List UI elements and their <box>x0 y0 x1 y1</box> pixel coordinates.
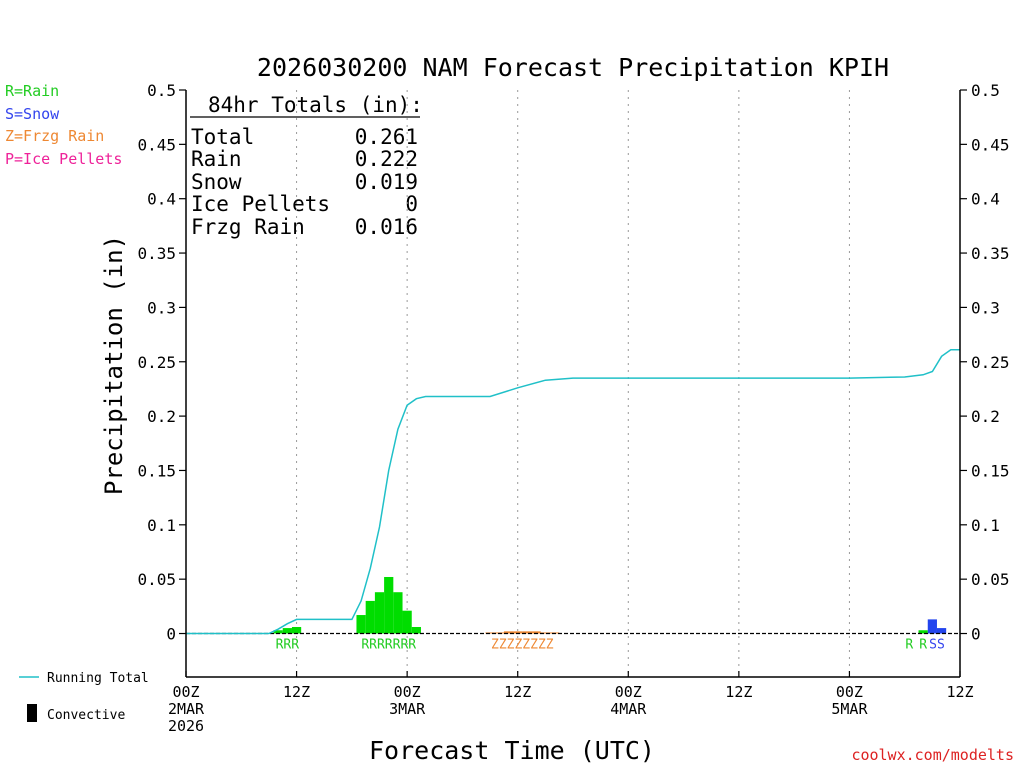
precip-bar-frzg-rain <box>503 631 514 634</box>
type-label: SS <box>929 638 945 653</box>
y-tick-label-left: 0.2 <box>147 407 176 426</box>
credit-text: coolwx.com/modelts <box>851 746 1014 764</box>
x-tick-label: 00Z <box>836 683 863 701</box>
y-tick-label-right: 0 <box>971 625 981 644</box>
type-label: ZZZZZZZZ <box>491 638 554 653</box>
convective-legend-label: Convective <box>47 708 125 723</box>
y-tick-label-left: 0.1 <box>147 516 176 535</box>
x-tick-label: 3MAR <box>389 700 426 718</box>
legend-rain: R=Rain <box>5 82 59 100</box>
totals-value-total: 0.261 <box>355 125 418 149</box>
x-tick-label: 12Z <box>946 683 973 701</box>
type-label: RRR <box>276 638 300 653</box>
precip-bar-rain <box>374 592 385 634</box>
precip-bar-rain <box>273 630 283 634</box>
precip-bar-rain <box>402 610 412 634</box>
legend-ice-pellets: P=Ice Pellets <box>5 150 122 168</box>
totals-value-ice-pellets: 0 <box>405 192 418 216</box>
x-tick-label: 00Z <box>172 683 199 701</box>
running-total-path <box>186 349 960 635</box>
precip-bar-snow <box>936 628 947 634</box>
legend-frzg-rain: Z=Frzg Rain <box>5 127 104 145</box>
y-tick-label-left: 0.15 <box>137 461 176 480</box>
totals-label-snow: Snow <box>191 170 242 194</box>
precip-bar-rain <box>393 592 403 634</box>
totals-value-snow: 0.019 <box>355 170 418 194</box>
totals-header: 84hr Totals (in): <box>208 93 423 117</box>
precip-bar-snow <box>927 619 937 634</box>
y-tick-label-left: 0.05 <box>137 570 176 589</box>
line-legend: Running Total Convective <box>19 671 149 723</box>
x-tick-label: 12Z <box>725 683 752 701</box>
y-tick-label-left: 0 <box>166 625 176 644</box>
y-tick-label-left: 0.3 <box>147 298 176 317</box>
x-tick-label: 2MAR <box>168 700 205 718</box>
convective-legend-swatch <box>27 704 37 722</box>
y-tick-label-right: 0.45 <box>971 135 1010 154</box>
y-tick-label-right: 0.3 <box>971 298 1000 317</box>
totals-box: 84hr Totals (in): Total 0.261 Rain 0.222… <box>190 93 423 239</box>
y-tick-label-left: 0.4 <box>147 190 176 209</box>
precip-bar-frzg-rain <box>485 632 495 634</box>
totals-value-frzg-rain: 0.016 <box>355 215 418 239</box>
precip-bar-frzg-rain <box>513 631 523 634</box>
y-tick-label-right: 0.1 <box>971 516 1000 535</box>
totals-label-rain: Rain <box>191 147 242 171</box>
y-tick-label-right: 0.25 <box>971 353 1010 372</box>
x-axis-label: Forecast Time (UTC) <box>369 736 655 765</box>
type-labels: RRR RRRRRRR ZZZZZZZZ R R SS <box>276 638 945 653</box>
y-tick-label-left: 0.25 <box>137 353 176 372</box>
precip-bar-frzg-rain <box>540 632 550 634</box>
precip-bars <box>273 576 947 634</box>
y-tick-label-right: 0.05 <box>971 570 1010 589</box>
y-tick-label-right: 0.2 <box>971 407 1000 426</box>
legend-snow: S=Snow <box>5 105 60 123</box>
precip-bar-rain <box>356 615 366 634</box>
x-tick-label: 2026 <box>168 717 204 735</box>
y-tick-label-right: 0.15 <box>971 461 1010 480</box>
totals-value-rain: 0.222 <box>355 147 418 171</box>
x-tick-label: 4MAR <box>610 700 647 718</box>
y-tick-label-left: 0.5 <box>147 81 176 100</box>
y-tick-label-right: 0.35 <box>971 244 1010 263</box>
precip-bar-rain <box>291 626 302 634</box>
totals-label-total: Total <box>191 125 254 149</box>
precip-bar-frzg-rain <box>531 631 541 634</box>
x-tick-label: 12Z <box>283 683 310 701</box>
running-total-legend-label: Running Total <box>47 671 149 686</box>
running-total-line <box>186 349 960 635</box>
y-axis-label: Precipitation (in) <box>100 235 128 495</box>
type-legend: R=Rain S=Snow Z=Frzg Rain P=Ice Pellets <box>5 82 122 168</box>
x-tick-label: 00Z <box>615 683 642 701</box>
y-tick-label-right: 0.4 <box>971 190 1000 209</box>
precip-bar-rain <box>282 628 292 634</box>
y-ticks: 0 0 0.05 0.05 0.1 0.1 0.15 0.15 0.2 0.2 0.25 0.25 0.… <box>137 81 1009 644</box>
precip-bar-rain <box>384 576 394 634</box>
axes <box>185 90 961 678</box>
type-label: R <box>905 638 913 653</box>
precip-bar-rain <box>411 626 421 634</box>
x-tick-label: 12Z <box>504 683 531 701</box>
x-tick-label: 00Z <box>394 683 421 701</box>
type-label: R <box>919 638 927 653</box>
type-label: RRRRRRR <box>361 638 416 653</box>
totals-label-frzg-rain: Frzg Rain <box>191 215 305 239</box>
totals-label-ice-pellets: Ice Pellets <box>191 192 330 216</box>
precip-bar-frzg-rain <box>522 631 532 634</box>
y-tick-label-left: 0.35 <box>137 244 176 263</box>
precip-bar-rain <box>918 630 928 634</box>
x-tick-label: 5MAR <box>831 700 868 718</box>
chart-title: 2026030200 NAM Forecast Precipitation KP… <box>257 53 889 82</box>
y-tick-label-left: 0.45 <box>137 135 176 154</box>
precip-bar-rain <box>365 600 375 634</box>
y-tick-label-right: 0.5 <box>971 81 1000 100</box>
